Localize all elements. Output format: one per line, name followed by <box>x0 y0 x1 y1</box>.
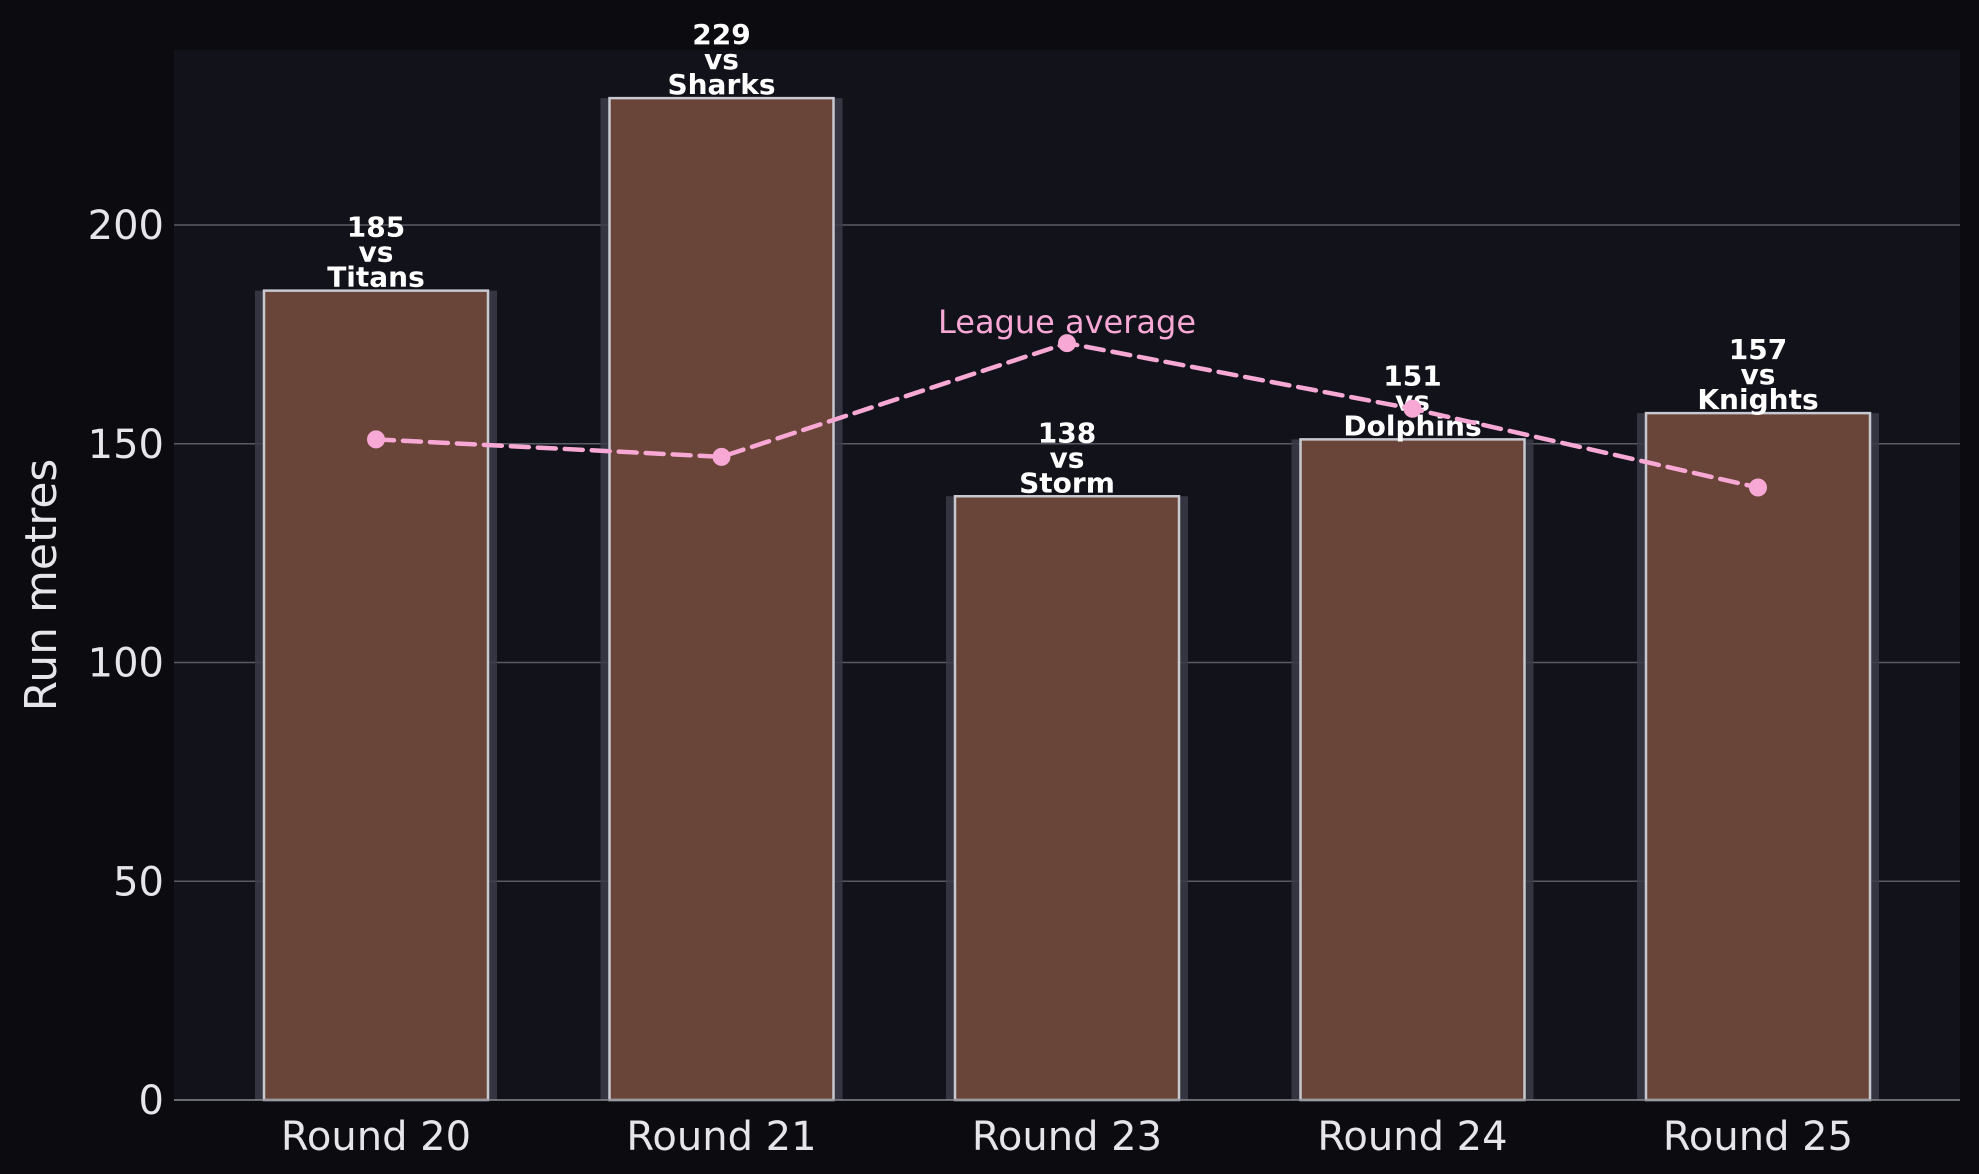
bar-label-2-line-1: 229 <box>692 18 750 51</box>
x-tick-label-1: Round 20 <box>281 1114 471 1160</box>
y-axis-title: Run metres <box>16 459 67 712</box>
league-average-point-3 <box>1058 334 1076 353</box>
bar-label-2-line-3: Sharks <box>667 68 775 101</box>
bar-round-21 <box>608 96 835 1102</box>
bar-round-24 <box>1299 438 1526 1102</box>
x-tick-label-2: Round 21 <box>626 1114 816 1160</box>
bar-label-5-line-1: 157 <box>1729 333 1787 366</box>
bar-label-5-line-2: vs <box>1741 358 1776 391</box>
bar-label-4-line-1: 151 <box>1383 359 1441 392</box>
bar-label-1-line-2: vs <box>359 236 394 269</box>
bar-round-20 <box>262 289 490 1102</box>
y-tick-label-50: 50 <box>113 859 164 905</box>
league-average-point-2 <box>712 447 731 466</box>
y-tick-label-150: 150 <box>88 422 164 468</box>
y-tick-label-100: 100 <box>88 641 164 687</box>
bar-label-5-line-3: Knights <box>1697 383 1818 416</box>
bar-label-1-line-1: 185 <box>347 211 405 244</box>
y-tick-label-0: 0 <box>139 1078 164 1124</box>
league-average-point-1 <box>367 430 385 449</box>
league-average-point-4 <box>1403 399 1422 418</box>
bar-round-25 <box>1644 411 1872 1102</box>
x-tick-label-5: Round 25 <box>1663 1114 1853 1160</box>
bar-label-3-line-3: Storm <box>1019 466 1115 499</box>
bar-label-2-line-2: vs <box>704 43 739 76</box>
bar-label-3-line-2: vs <box>1050 441 1085 474</box>
league-average-annotation: League average <box>938 303 1196 341</box>
x-tick-label-4: Round 24 <box>1317 1114 1507 1160</box>
y-tick-label-200: 200 <box>88 203 164 249</box>
league-average-point-5 <box>1749 478 1767 497</box>
bar-label-1-line-3: Titans <box>327 261 425 294</box>
x-tick-label-3: Round 23 <box>972 1114 1162 1160</box>
bar-round-23 <box>953 495 1181 1102</box>
bar-label-3-line-1: 138 <box>1038 416 1096 449</box>
